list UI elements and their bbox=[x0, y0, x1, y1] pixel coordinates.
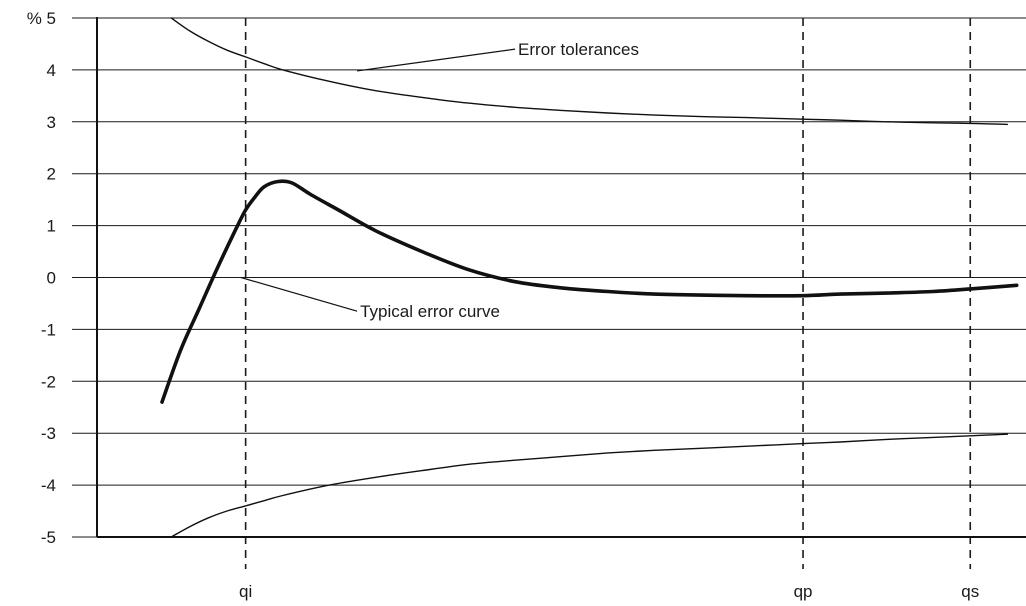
grid-lines bbox=[97, 18, 1026, 537]
annotation-leader-typical-error-curve bbox=[241, 278, 357, 312]
y-tick-label: -5 bbox=[41, 528, 56, 547]
annotation-label-error-tolerances: Error tolerances bbox=[518, 40, 639, 59]
x-marker-label-qp: qp bbox=[794, 582, 813, 601]
y-tick-label: 2 bbox=[47, 165, 56, 184]
tick-labels: % 5 4 3 2 1 0 -1 -2 -3 -4 -5 qi qp qs bbox=[27, 9, 980, 601]
series-upper-tolerance bbox=[171, 18, 1007, 124]
annotation-label-typical-error-curve: Typical error curve bbox=[360, 302, 500, 321]
y-tick-label: 0 bbox=[47, 269, 56, 288]
y-tick-label: -4 bbox=[41, 476, 56, 495]
y-tick-label: 1 bbox=[47, 217, 56, 236]
y-tick-label: 4 bbox=[47, 61, 56, 80]
y-tick-label: 3 bbox=[47, 113, 56, 132]
annotations: Error tolerances Typical error curve bbox=[241, 40, 639, 321]
y-tick-label: % 5 bbox=[27, 9, 56, 28]
y-tick-label: -1 bbox=[41, 320, 56, 339]
x-marker-label-qi: qi bbox=[239, 582, 252, 601]
y-tick-label: -3 bbox=[41, 424, 56, 443]
annotation-leader-error-tolerances bbox=[357, 49, 515, 71]
y-tick-label: -2 bbox=[41, 372, 56, 391]
x-marker-label-qs: qs bbox=[961, 582, 979, 601]
